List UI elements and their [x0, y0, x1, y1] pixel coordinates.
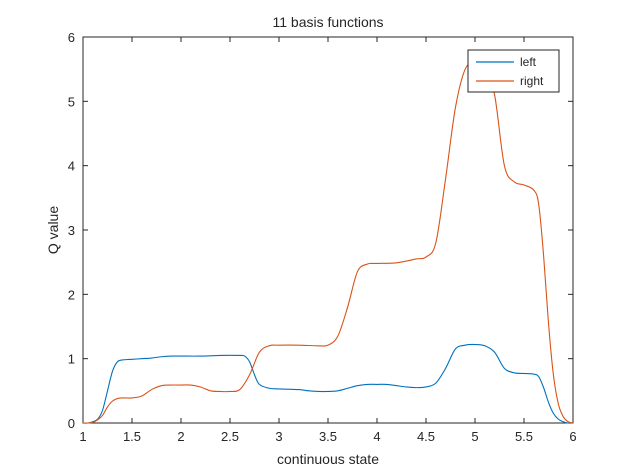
- y-tick-label: 1: [68, 352, 75, 367]
- series-line-left: [82, 343, 574, 424]
- legend-label-left: left: [520, 55, 537, 69]
- x-tick-label: 1.5: [123, 429, 141, 444]
- y-tick-label: 5: [68, 94, 75, 109]
- y-tick-label: 3: [68, 223, 75, 238]
- x-tick-label: 2: [177, 429, 184, 444]
- legend-label-right: right: [520, 74, 544, 88]
- legend-box: [467, 49, 560, 93]
- y-axis-label: Q value: [45, 206, 61, 254]
- series-group: [82, 61, 574, 424]
- x-tick-label: 3.5: [319, 429, 337, 444]
- x-tick-label: 5: [471, 429, 478, 444]
- x-tick-label: 5.5: [515, 429, 533, 444]
- x-tick-label: 3: [275, 429, 282, 444]
- y-tick-label: 2: [68, 287, 75, 302]
- chart-title: 11 basis functions: [272, 14, 383, 30]
- axes-box: [82, 36, 574, 424]
- x-tick-label: 2.5: [221, 429, 239, 444]
- x-tick-label: 4: [373, 429, 380, 444]
- x-tick-label: 6: [569, 429, 576, 444]
- y-tick-label: 4: [68, 159, 75, 174]
- legend: left right: [467, 49, 560, 93]
- series-line-right: [82, 61, 574, 424]
- x-tick-label: 1: [79, 429, 86, 444]
- x-tick-label: 4.5: [417, 429, 435, 444]
- x-axis-label: continuous state: [277, 451, 379, 467]
- y-tick-label: 0: [68, 416, 75, 431]
- y-tick-label: 6: [68, 30, 75, 45]
